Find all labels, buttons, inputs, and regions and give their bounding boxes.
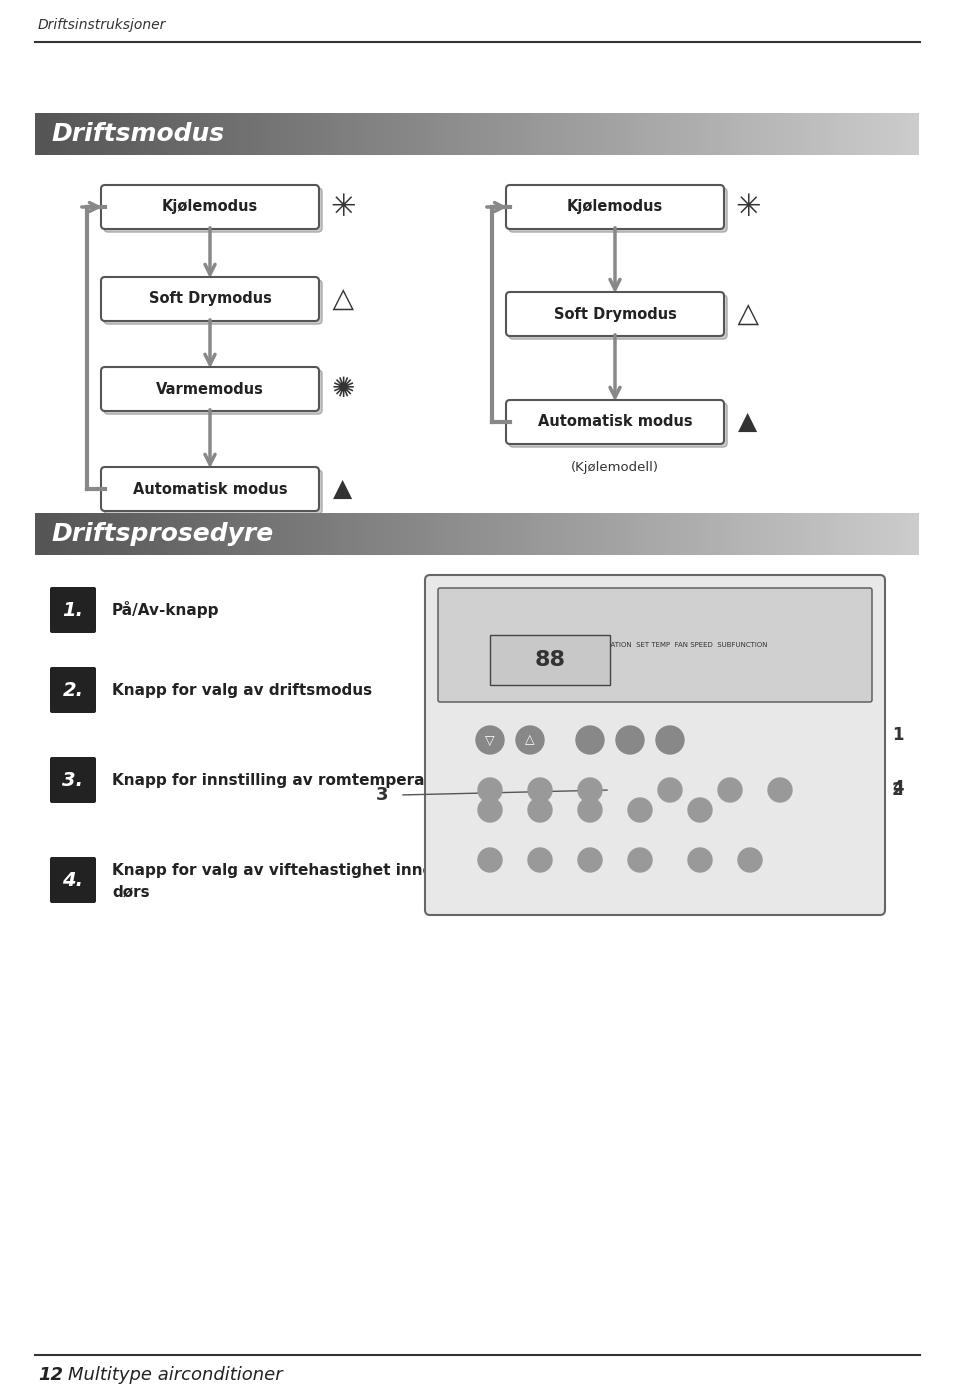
Text: 1: 1 xyxy=(891,727,902,743)
Text: Multitype airconditioner: Multitype airconditioner xyxy=(68,1366,282,1385)
Text: Knapp for innstilling av romtemperatur: Knapp for innstilling av romtemperatur xyxy=(112,773,450,787)
Text: Driftsmodus: Driftsmodus xyxy=(51,122,224,146)
Text: (Kjølemodell): (Kjølemodell) xyxy=(571,462,659,475)
Circle shape xyxy=(687,848,711,872)
Text: ✳: ✳ xyxy=(735,192,760,221)
Text: Varmemodus: Varmemodus xyxy=(156,381,264,396)
Text: ▽: ▽ xyxy=(485,734,495,746)
Circle shape xyxy=(477,848,501,872)
Circle shape xyxy=(527,848,552,872)
Text: 1.: 1. xyxy=(63,601,84,619)
FancyBboxPatch shape xyxy=(50,857,96,903)
Circle shape xyxy=(578,798,601,822)
FancyBboxPatch shape xyxy=(509,403,726,447)
Text: 3: 3 xyxy=(375,785,388,804)
Text: ◁: ◁ xyxy=(329,288,356,309)
FancyBboxPatch shape xyxy=(50,666,96,713)
FancyBboxPatch shape xyxy=(424,575,884,916)
Text: dørs: dørs xyxy=(112,885,150,900)
Text: Automatisk modus: Automatisk modus xyxy=(132,482,287,497)
Circle shape xyxy=(578,778,601,802)
FancyBboxPatch shape xyxy=(101,367,318,412)
FancyBboxPatch shape xyxy=(104,188,322,232)
Text: 4: 4 xyxy=(891,778,902,797)
FancyBboxPatch shape xyxy=(50,587,96,633)
Text: 3.: 3. xyxy=(63,770,84,790)
FancyBboxPatch shape xyxy=(104,280,322,323)
Text: △: △ xyxy=(525,734,535,746)
Text: 12: 12 xyxy=(38,1366,63,1385)
Text: Knapp for valg av viftehastighet innen-: Knapp for valg av viftehastighet innen- xyxy=(112,862,450,878)
Text: (Varmepumpemodell): (Varmepumpemodell) xyxy=(137,528,282,542)
FancyBboxPatch shape xyxy=(505,293,723,336)
Circle shape xyxy=(627,798,651,822)
FancyBboxPatch shape xyxy=(104,370,322,414)
Text: Automatisk modus: Automatisk modus xyxy=(537,414,692,430)
Text: Driftsprosedyre: Driftsprosedyre xyxy=(51,522,273,546)
FancyBboxPatch shape xyxy=(437,588,871,701)
Circle shape xyxy=(576,727,603,755)
Circle shape xyxy=(687,798,711,822)
Circle shape xyxy=(627,848,651,872)
FancyBboxPatch shape xyxy=(490,636,609,685)
FancyBboxPatch shape xyxy=(101,185,318,230)
Text: Driftsinstruksjoner: Driftsinstruksjoner xyxy=(38,18,166,32)
Text: Soft Drymodus: Soft Drymodus xyxy=(149,291,272,307)
Circle shape xyxy=(516,727,543,755)
FancyBboxPatch shape xyxy=(509,295,726,339)
Circle shape xyxy=(578,848,601,872)
Circle shape xyxy=(656,727,683,755)
FancyBboxPatch shape xyxy=(505,185,723,230)
FancyBboxPatch shape xyxy=(101,468,318,511)
Text: 4.: 4. xyxy=(63,871,84,889)
Text: 2: 2 xyxy=(891,781,902,799)
Text: Knapp for valg av driftsmodus: Knapp for valg av driftsmodus xyxy=(112,683,372,697)
FancyBboxPatch shape xyxy=(509,188,726,232)
Text: På/Av-knapp: På/Av-knapp xyxy=(112,602,219,619)
Text: ▲: ▲ xyxy=(738,410,757,434)
Circle shape xyxy=(616,727,643,755)
Text: 2.: 2. xyxy=(63,680,84,700)
Circle shape xyxy=(527,778,552,802)
Circle shape xyxy=(738,848,761,872)
Circle shape xyxy=(477,798,501,822)
FancyBboxPatch shape xyxy=(104,470,322,514)
Circle shape xyxy=(718,778,741,802)
Text: AUTO SWING  OPERATION  SET TEMP  FAN SPEED  SUBFUNCTION: AUTO SWING OPERATION SET TEMP FAN SPEED … xyxy=(541,643,767,648)
Text: 88: 88 xyxy=(534,650,565,671)
Text: ✳: ✳ xyxy=(330,192,355,221)
FancyBboxPatch shape xyxy=(101,277,318,321)
Text: Soft Drymodus: Soft Drymodus xyxy=(553,307,676,322)
Circle shape xyxy=(527,798,552,822)
Text: Kjølemodus: Kjølemodus xyxy=(566,199,662,214)
Circle shape xyxy=(477,778,501,802)
FancyBboxPatch shape xyxy=(50,757,96,804)
Text: ✺: ✺ xyxy=(331,375,355,403)
Circle shape xyxy=(476,727,503,755)
FancyBboxPatch shape xyxy=(505,400,723,444)
Text: ▲: ▲ xyxy=(333,477,353,501)
Circle shape xyxy=(767,778,791,802)
Circle shape xyxy=(658,778,681,802)
Text: ◁: ◁ xyxy=(733,304,761,325)
Text: Kjølemodus: Kjølemodus xyxy=(162,199,258,214)
